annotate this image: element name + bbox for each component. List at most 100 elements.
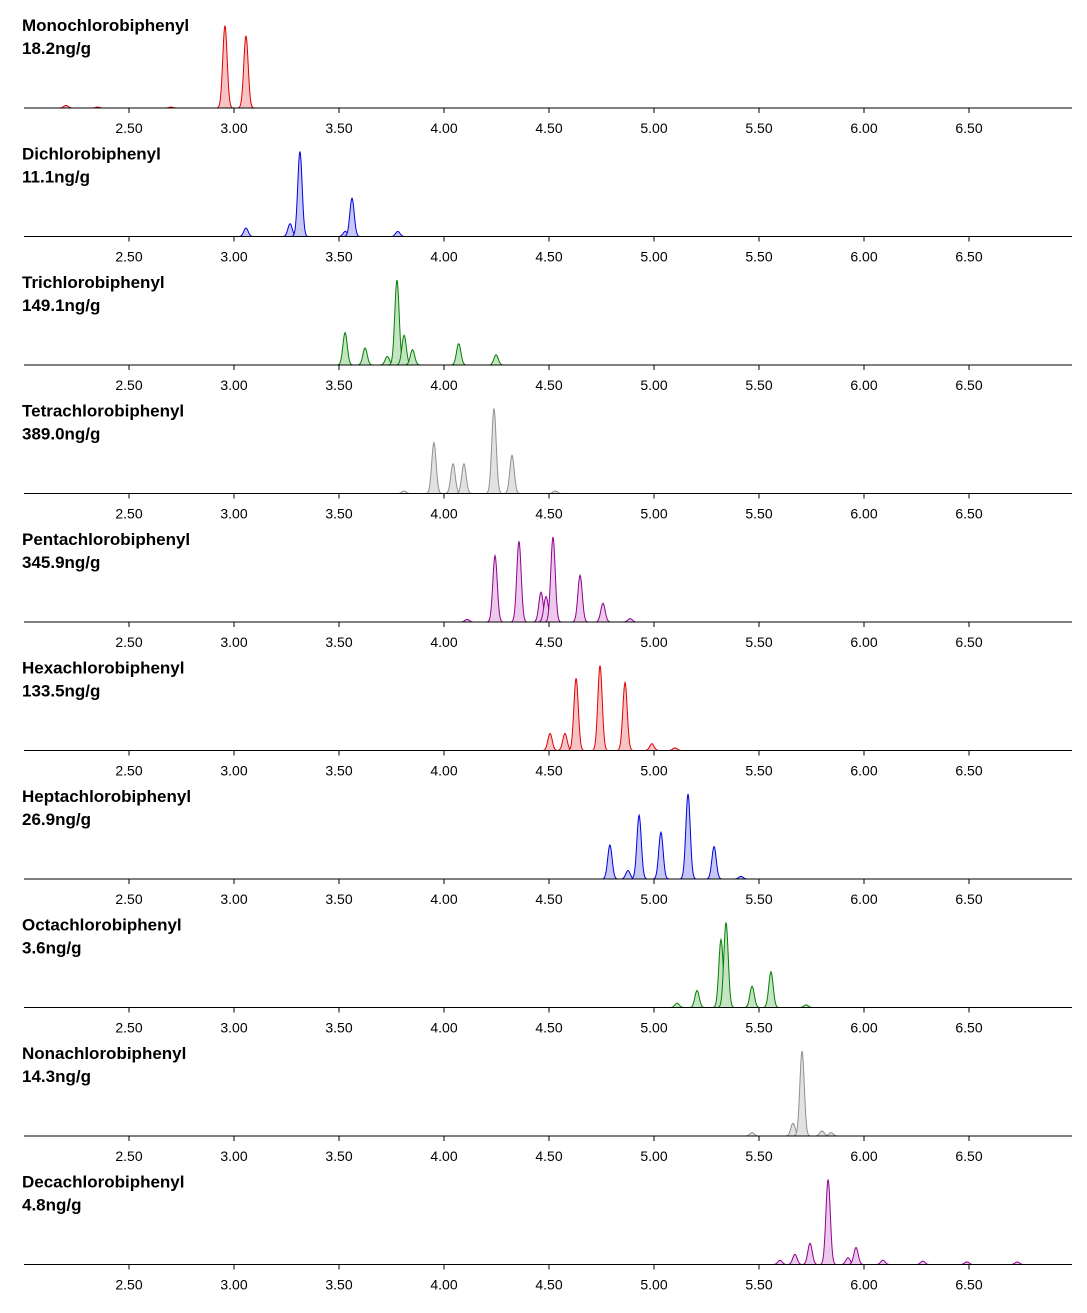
peak	[389, 230, 407, 237]
x-tick-label: 6.50	[955, 506, 982, 522]
concentration: 18.2ng/g	[22, 39, 91, 58]
x-tick-label: 4.00	[430, 634, 457, 650]
x-tick-label: 3.50	[325, 891, 352, 907]
concentration: 389.0ng/g	[22, 425, 100, 444]
x-tick-label: 6.50	[955, 891, 982, 907]
peak	[668, 1002, 686, 1008]
chart-title: Dichlorobiphenyl	[22, 145, 161, 164]
x-tick-label: 6.00	[850, 1020, 877, 1036]
x-tick-label: 3.00	[220, 249, 247, 265]
x-tick-label: 5.50	[745, 249, 772, 265]
x-tick-label: 3.00	[220, 120, 247, 136]
peak	[771, 1259, 789, 1265]
x-tick-label: 4.00	[430, 891, 457, 907]
x-tick-label: 5.50	[745, 120, 772, 136]
x-tick-label: 6.00	[850, 763, 877, 779]
peak	[716, 922, 735, 1009]
peak	[590, 665, 609, 752]
x-tick-label: 3.50	[325, 634, 352, 650]
peak	[621, 618, 639, 623]
concentration: 3.6ng/g	[22, 939, 82, 958]
x-tick-label: 3.00	[220, 891, 247, 907]
peak	[215, 25, 234, 109]
x-tick-label: 4.50	[535, 1277, 562, 1293]
concentration: 133.5ng/g	[22, 682, 100, 701]
peak	[543, 536, 562, 623]
peak	[424, 440, 443, 495]
x-tick-label: 4.50	[535, 377, 562, 393]
x-tick-label: 6.00	[850, 249, 877, 265]
x-tick-label: 2.50	[115, 377, 142, 393]
peak	[509, 541, 528, 623]
chart-title: Tetrachlorobiphenyl	[22, 402, 184, 421]
peak	[570, 573, 589, 623]
x-tick-label: 5.00	[640, 634, 667, 650]
peak	[615, 680, 634, 752]
x-tick-label: 5.50	[745, 634, 772, 650]
chart-title: Nonachlorobiphenyl	[22, 1044, 186, 1063]
concentration: 149.1ng/g	[22, 296, 100, 315]
x-tick-label: 5.50	[745, 891, 772, 907]
x-tick-label: 4.00	[430, 120, 457, 136]
x-tick-label: 5.50	[745, 1148, 772, 1164]
x-tick-label: 6.50	[955, 1148, 982, 1164]
x-tick-label: 2.50	[115, 634, 142, 650]
peak	[593, 602, 612, 623]
x-tick-label: 6.50	[955, 763, 982, 779]
peak	[600, 843, 619, 880]
x-tick-label: 4.50	[535, 634, 562, 650]
x-tick-label: 3.50	[325, 763, 352, 779]
x-tick-label: 6.00	[850, 634, 877, 650]
x-tick-label: 4.50	[535, 120, 562, 136]
peak	[487, 354, 505, 366]
peak	[502, 454, 521, 495]
concentration: 345.9ng/g	[22, 553, 100, 572]
x-tick-label: 4.00	[430, 1277, 457, 1293]
peak	[914, 1260, 932, 1265]
concentration: 11.1ng/g	[22, 168, 90, 187]
peak	[643, 743, 661, 751]
chart-title: Octachlorobiphenyl	[22, 916, 182, 935]
concentration: 14.3ng/g	[22, 1067, 91, 1086]
x-tick-label: 3.50	[325, 1277, 352, 1293]
x-tick-label: 6.00	[850, 1277, 877, 1293]
x-tick-label: 5.00	[640, 506, 667, 522]
x-tick-label: 4.00	[430, 249, 457, 265]
x-tick-label: 6.00	[850, 377, 877, 393]
peak	[761, 970, 780, 1009]
peak	[800, 1242, 819, 1266]
x-tick-label: 5.00	[640, 891, 667, 907]
peak	[786, 1253, 804, 1265]
chart-title: Decachlorobiphenyl	[22, 1173, 184, 1192]
x-tick-label: 3.50	[325, 120, 352, 136]
concentration: 26.9ng/g	[22, 810, 91, 829]
x-tick-label: 5.00	[640, 120, 667, 136]
x-tick-label: 5.00	[640, 377, 667, 393]
peak	[342, 197, 361, 238]
x-tick-label: 5.00	[640, 1148, 667, 1164]
x-tick-label: 3.50	[325, 249, 352, 265]
x-tick-label: 3.50	[325, 377, 352, 393]
peak	[704, 845, 723, 880]
x-tick-label: 4.50	[535, 763, 562, 779]
x-tick-label: 2.50	[115, 1020, 142, 1036]
x-tick-label: 3.50	[325, 506, 352, 522]
x-tick-label: 6.50	[955, 634, 982, 650]
x-tick-label: 3.50	[325, 1148, 352, 1164]
x-tick-label: 3.00	[220, 377, 247, 393]
x-tick-label: 6.50	[955, 120, 982, 136]
peak	[335, 331, 354, 366]
peak	[454, 462, 473, 495]
x-tick-label: 6.00	[850, 120, 877, 136]
chart-title: Monochlorobiphenyl	[22, 16, 189, 35]
peak	[792, 1050, 811, 1137]
peak	[485, 553, 504, 623]
x-tick-label: 4.50	[535, 1020, 562, 1036]
x-tick-label: 6.50	[955, 249, 982, 265]
x-tick-label: 2.50	[115, 120, 142, 136]
x-tick-label: 4.00	[430, 1148, 457, 1164]
x-tick-label: 2.50	[115, 1148, 142, 1164]
x-tick-label: 4.50	[535, 1148, 562, 1164]
peak	[355, 347, 374, 366]
